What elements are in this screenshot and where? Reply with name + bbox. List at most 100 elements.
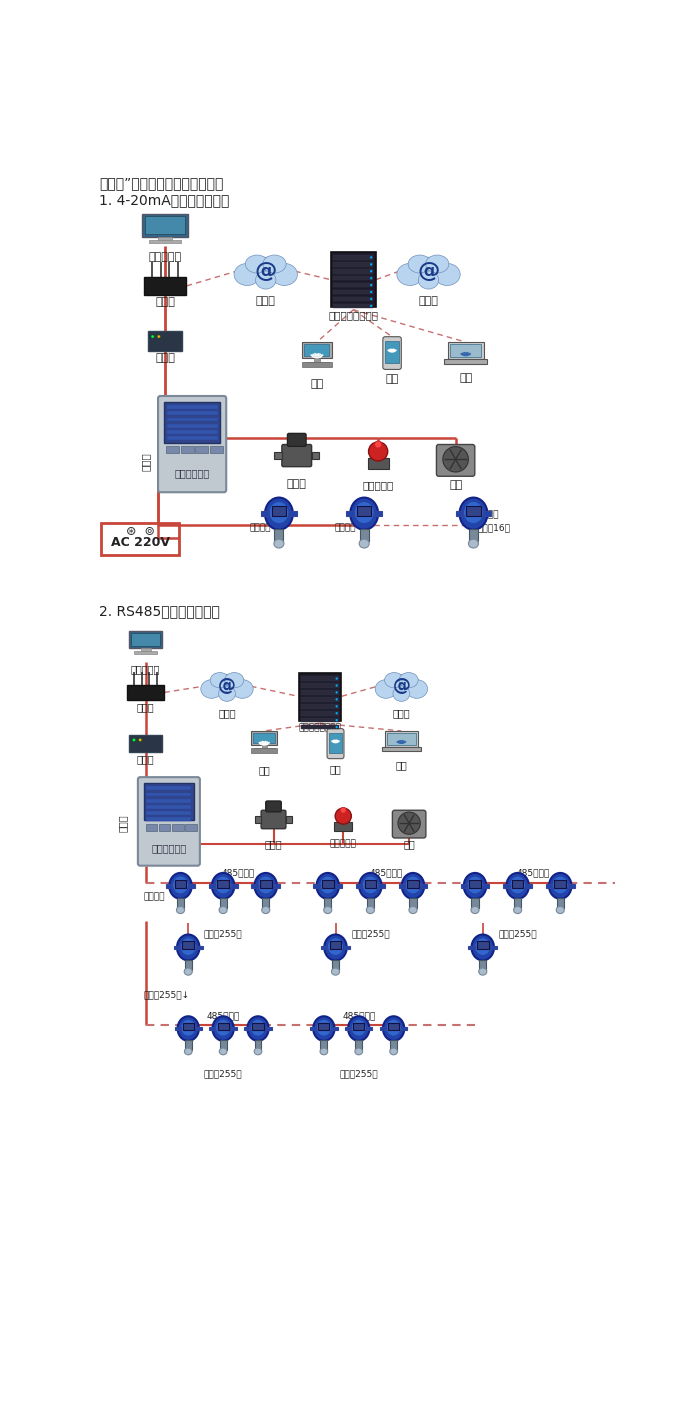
- Text: 互联网: 互联网: [419, 295, 438, 305]
- Text: 安帕尔网络服务器: 安帕尔网络服务器: [328, 310, 378, 319]
- Bar: [301, 689, 339, 695]
- Bar: [388, 1023, 399, 1030]
- Text: 手机: 手机: [386, 374, 399, 384]
- Bar: [345, 1027, 351, 1030]
- Bar: [196, 1027, 202, 1030]
- Ellipse shape: [210, 673, 230, 688]
- Text: 声光报警器: 声光报警器: [363, 480, 393, 490]
- Ellipse shape: [464, 872, 486, 899]
- Bar: [514, 898, 522, 908]
- Bar: [301, 696, 339, 702]
- Ellipse shape: [471, 906, 479, 913]
- Bar: [333, 283, 374, 287]
- Ellipse shape: [323, 906, 332, 913]
- Circle shape: [335, 705, 338, 708]
- Text: ⊛  ⊚: ⊛ ⊚: [126, 525, 155, 539]
- Ellipse shape: [313, 1016, 335, 1041]
- Ellipse shape: [408, 255, 431, 273]
- Bar: [318, 1023, 330, 1030]
- Circle shape: [139, 739, 141, 741]
- Bar: [132, 633, 160, 646]
- Ellipse shape: [218, 687, 235, 701]
- Bar: [401, 1027, 407, 1030]
- Ellipse shape: [393, 687, 410, 701]
- Bar: [332, 960, 339, 969]
- FancyBboxPatch shape: [266, 801, 281, 812]
- Text: 信号输出: 信号输出: [250, 523, 271, 532]
- Ellipse shape: [246, 255, 269, 273]
- Ellipse shape: [479, 968, 486, 975]
- Bar: [172, 823, 183, 832]
- Text: 1. 4-20mA信号连接系统图: 1. 4-20mA信号连接系统图: [99, 194, 230, 207]
- Bar: [314, 884, 320, 888]
- Bar: [512, 879, 524, 888]
- Ellipse shape: [232, 680, 253, 698]
- Text: 单机版电脑: 单机版电脑: [131, 664, 160, 674]
- Ellipse shape: [351, 1019, 366, 1036]
- Bar: [483, 884, 489, 888]
- Bar: [335, 822, 352, 830]
- Bar: [299, 673, 342, 720]
- Bar: [407, 879, 419, 888]
- Ellipse shape: [219, 1048, 227, 1055]
- Bar: [185, 823, 197, 832]
- Text: 可连接255台: 可连接255台: [340, 1069, 378, 1079]
- Bar: [367, 898, 374, 908]
- Ellipse shape: [359, 539, 369, 547]
- Bar: [177, 898, 184, 908]
- Bar: [385, 342, 399, 363]
- Bar: [185, 960, 192, 969]
- Circle shape: [443, 446, 468, 471]
- Circle shape: [370, 256, 372, 259]
- Text: 可连接255台: 可连接255台: [204, 929, 242, 938]
- Ellipse shape: [514, 906, 522, 913]
- Ellipse shape: [262, 906, 270, 913]
- Text: 风机: 风机: [403, 840, 415, 850]
- Bar: [346, 511, 354, 516]
- Bar: [286, 816, 292, 823]
- FancyBboxPatch shape: [436, 445, 475, 476]
- Text: AC 220V: AC 220V: [111, 536, 169, 549]
- Bar: [331, 252, 376, 308]
- Text: 机气猫”系列带显示固定式检测仪: 机气猫”系列带显示固定式检测仪: [99, 176, 223, 190]
- Circle shape: [151, 335, 154, 338]
- Bar: [255, 1040, 261, 1050]
- Bar: [274, 529, 284, 542]
- Bar: [333, 255, 374, 260]
- Text: 信号输出: 信号输出: [144, 892, 164, 900]
- Ellipse shape: [383, 1016, 405, 1041]
- Text: 终端: 终端: [459, 373, 473, 383]
- Bar: [301, 677, 339, 681]
- Bar: [183, 941, 194, 950]
- Bar: [255, 816, 261, 823]
- Circle shape: [335, 691, 338, 694]
- Bar: [332, 1027, 337, 1030]
- Ellipse shape: [552, 877, 568, 893]
- Ellipse shape: [340, 808, 346, 813]
- Text: 信号输出: 信号输出: [477, 509, 499, 519]
- FancyBboxPatch shape: [138, 777, 200, 865]
- Bar: [301, 684, 339, 688]
- Bar: [167, 431, 218, 433]
- Text: 电脑: 电脑: [310, 378, 323, 390]
- Ellipse shape: [184, 1048, 192, 1055]
- Circle shape: [370, 305, 372, 307]
- Ellipse shape: [335, 808, 351, 825]
- Bar: [158, 236, 172, 241]
- Bar: [333, 304, 374, 308]
- Bar: [167, 405, 218, 409]
- Bar: [251, 749, 277, 753]
- Bar: [209, 884, 215, 888]
- Ellipse shape: [406, 680, 428, 698]
- Bar: [471, 898, 479, 908]
- Bar: [398, 884, 405, 888]
- Bar: [374, 511, 382, 516]
- Bar: [310, 1027, 316, 1030]
- Ellipse shape: [254, 1048, 262, 1055]
- Bar: [469, 529, 478, 542]
- Bar: [244, 1027, 251, 1030]
- Bar: [142, 214, 188, 236]
- Bar: [356, 1040, 362, 1050]
- Text: @: @: [417, 262, 440, 281]
- Text: 可连接255台: 可连接255台: [204, 1069, 242, 1079]
